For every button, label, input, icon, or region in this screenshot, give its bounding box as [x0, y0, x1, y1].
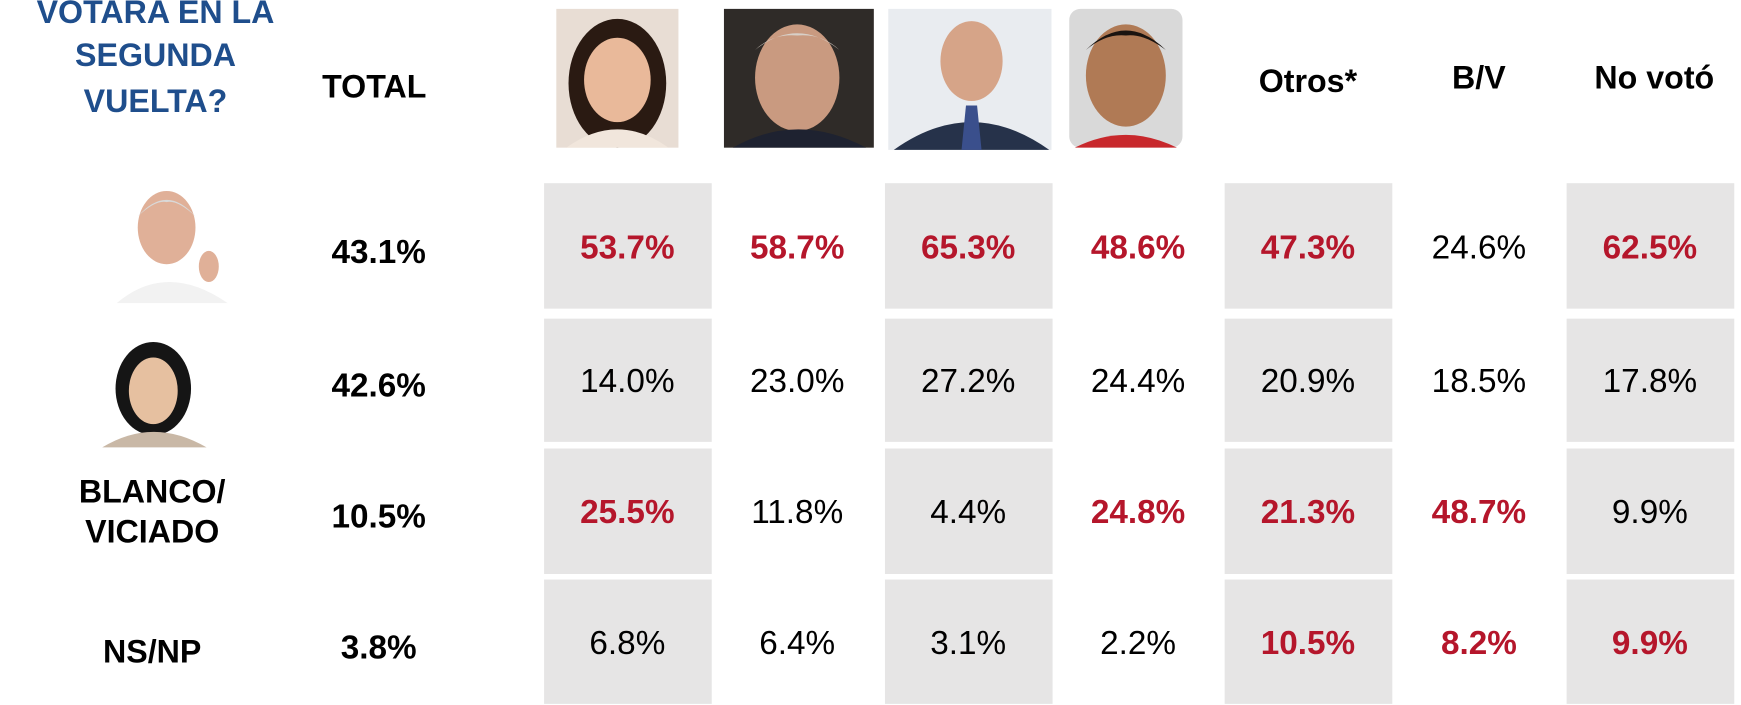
cell-value: 8.2% — [1441, 625, 1517, 662]
row-label: VICIADO — [85, 514, 219, 550]
cell-value: 53.7% — [580, 230, 674, 267]
cell-value: 23.0% — [750, 363, 844, 400]
question: VOTARA EN LA — [37, 0, 275, 30]
total-value: 43.1% — [331, 234, 425, 271]
cell-value: 47.3% — [1261, 230, 1355, 267]
cell-backgrounds — [544, 183, 1735, 704]
cell-value: 4.4% — [930, 494, 1006, 531]
cell-bg — [1224, 579, 1393, 704]
total-value: 10.5% — [331, 498, 425, 535]
column-header: TOTAL — [322, 68, 426, 104]
cell-value: 10.5% — [1261, 625, 1355, 662]
cell-value: 62.5% — [1603, 230, 1697, 267]
cell-bg — [884, 183, 1053, 309]
cell-value: 24.4% — [1091, 363, 1185, 400]
row-photo-2 — [102, 341, 207, 448]
cell-value: 14.0% — [580, 363, 674, 400]
cell-value: 27.2% — [921, 363, 1015, 400]
cell-bg — [884, 579, 1053, 704]
cell-value: 9.9% — [1612, 494, 1688, 531]
photo-3 — [888, 8, 1052, 150]
cell-value: 25.5% — [580, 494, 674, 531]
column-header: No votó — [1594, 59, 1714, 95]
cell-value: 65.3% — [921, 230, 1015, 267]
photo-1 — [556, 8, 679, 148]
cell-bg — [1566, 183, 1735, 309]
cell-bg — [884, 318, 1053, 442]
row-photo-1 — [116, 190, 228, 304]
cell-bg — [1224, 183, 1393, 309]
photo-4 — [1069, 8, 1183, 148]
row-label: BLANCO/ — [79, 474, 226, 510]
cell-value: 21.3% — [1261, 494, 1355, 531]
cell-value: 58.7% — [750, 230, 844, 267]
cell-value: 20.9% — [1261, 363, 1355, 400]
cell-value: 9.9% — [1612, 625, 1688, 662]
row-label: NS/NP — [103, 633, 201, 669]
column-header: B/V — [1452, 59, 1506, 95]
cell-value: 17.8% — [1603, 363, 1697, 400]
cell-bg — [1566, 579, 1735, 704]
column-header: Otros* — [1259, 63, 1358, 99]
cell-value: 18.5% — [1432, 363, 1526, 400]
cell-bg — [544, 318, 712, 442]
cell-value: 48.7% — [1432, 494, 1526, 531]
cell-value: 24.8% — [1091, 494, 1185, 531]
cell-value: 3.1% — [930, 625, 1006, 662]
cell-value: 6.4% — [759, 625, 835, 662]
cell-value: 24.6% — [1432, 230, 1526, 267]
cell-value: 11.8% — [751, 494, 843, 531]
cell-bg — [1224, 448, 1393, 574]
question: SEGUNDA — [75, 37, 236, 73]
cell-bg — [1566, 448, 1735, 574]
total-value: 3.8% — [341, 629, 417, 666]
cell-value: 48.6% — [1091, 230, 1185, 267]
cell-bg — [1224, 318, 1393, 442]
total-value: 42.6% — [331, 367, 425, 404]
cell-bg — [544, 448, 712, 574]
cell-bg — [544, 183, 712, 309]
cell-bg — [1566, 318, 1735, 442]
cell-value: 6.8% — [589, 625, 665, 662]
photo-2 — [723, 8, 874, 148]
cell-bg — [544, 579, 712, 704]
cell-bg — [884, 448, 1053, 574]
cell-value: 2.2% — [1100, 625, 1176, 662]
question: VUELTA? — [84, 83, 228, 119]
